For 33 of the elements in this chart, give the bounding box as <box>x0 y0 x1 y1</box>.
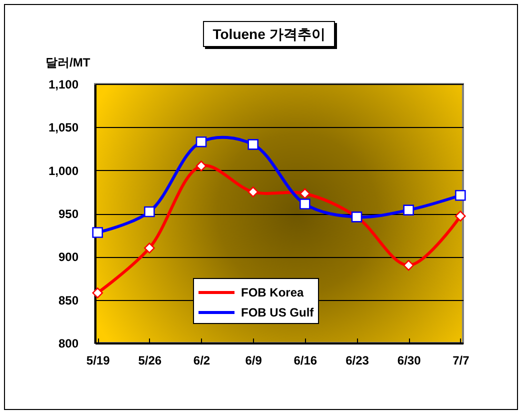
point <box>300 188 310 200</box>
x-tick-label: 5/19 <box>86 354 110 368</box>
point <box>144 206 155 218</box>
point <box>300 198 310 210</box>
point <box>144 242 155 254</box>
y-tick-label: 1,100 <box>48 78 79 92</box>
x-tick-label: 7/7 <box>452 354 470 368</box>
x-tick-label: 6/9 <box>245 354 262 368</box>
x-tick-label: 6/16 <box>294 354 318 368</box>
x-tick-label: 6/2 <box>193 354 210 368</box>
point <box>248 186 258 198</box>
y-tick-label: 850 <box>58 293 79 308</box>
point <box>92 227 103 238</box>
point <box>196 136 207 148</box>
legend-label: FOB Korea <box>241 286 304 300</box>
chart-title: Toluene 가격추이 <box>212 26 326 42</box>
y-tick-label: 1,050 <box>48 120 79 135</box>
point <box>248 139 258 150</box>
y-tick-label: 1,000 <box>48 164 79 178</box>
x-tick-label: 5/26 <box>138 354 162 368</box>
point <box>455 210 466 222</box>
point <box>455 190 466 201</box>
point <box>196 160 207 172</box>
legend-label: FOB US Gulf <box>241 306 315 320</box>
x-tick-label: 6/30 <box>397 354 422 368</box>
point <box>92 288 103 298</box>
point <box>403 204 414 216</box>
y-tick-label: 950 <box>58 207 79 221</box>
y-tick-label: 900 <box>58 250 79 264</box>
x-tick-label: 6/23 <box>346 354 370 368</box>
point <box>403 260 414 271</box>
y-axis-title: 달러/MT <box>46 56 91 70</box>
y-tick-label: 800 <box>58 336 79 350</box>
